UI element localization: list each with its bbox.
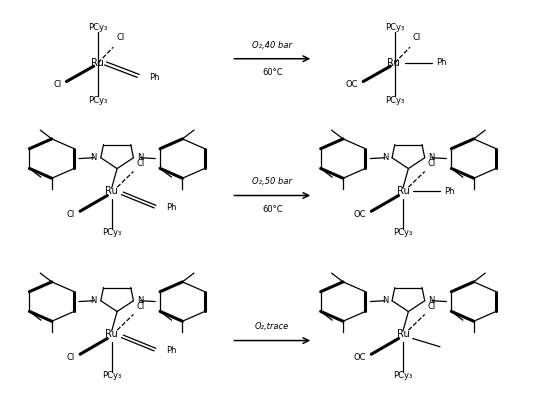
Text: OC: OC xyxy=(345,80,358,89)
Text: N: N xyxy=(382,296,388,305)
Text: N: N xyxy=(382,153,388,162)
Text: N: N xyxy=(91,296,97,305)
Text: Cl: Cl xyxy=(137,159,145,168)
Text: O₂,trace: O₂,trace xyxy=(255,323,289,331)
Text: PCy₃: PCy₃ xyxy=(385,23,404,32)
Text: PCy₃: PCy₃ xyxy=(393,371,412,380)
Text: 60°C: 60°C xyxy=(262,205,283,214)
Text: N: N xyxy=(91,153,97,162)
Text: Cl: Cl xyxy=(67,210,75,219)
Text: Ph: Ph xyxy=(166,346,177,355)
Text: Cl: Cl xyxy=(428,302,436,311)
Text: Cl: Cl xyxy=(428,159,436,168)
Text: Ru: Ru xyxy=(91,58,103,68)
Text: PCy₃: PCy₃ xyxy=(385,96,404,105)
Text: Cl: Cl xyxy=(53,80,62,89)
Text: Ru: Ru xyxy=(387,58,400,68)
Text: O₂,50 bar: O₂,50 bar xyxy=(252,177,292,186)
Text: Cl: Cl xyxy=(116,33,124,42)
Text: N: N xyxy=(138,153,144,162)
Text: PCy₃: PCy₃ xyxy=(89,23,108,32)
Text: Ph: Ph xyxy=(166,203,177,213)
Text: Ph: Ph xyxy=(444,187,455,196)
Text: N: N xyxy=(428,153,435,162)
Text: O₂,40 bar: O₂,40 bar xyxy=(252,41,292,50)
Text: Ru: Ru xyxy=(105,186,118,197)
Text: OC: OC xyxy=(354,353,366,362)
Text: Cl: Cl xyxy=(137,302,145,311)
Text: 60°C: 60°C xyxy=(262,68,283,77)
Text: Ru: Ru xyxy=(397,329,409,339)
Text: PCy₃: PCy₃ xyxy=(102,371,122,380)
Text: PCy₃: PCy₃ xyxy=(89,96,108,105)
Text: Cl: Cl xyxy=(412,33,421,42)
Text: PCy₃: PCy₃ xyxy=(102,228,122,237)
Text: OC: OC xyxy=(354,210,366,219)
Text: Ph: Ph xyxy=(149,73,160,82)
Text: Cl: Cl xyxy=(67,353,75,362)
Text: Ru: Ru xyxy=(397,186,409,197)
Text: Ru: Ru xyxy=(105,329,118,339)
Text: N: N xyxy=(428,296,435,305)
Text: PCy₃: PCy₃ xyxy=(393,228,412,237)
Text: N: N xyxy=(138,296,144,305)
Text: Ph: Ph xyxy=(436,58,447,67)
